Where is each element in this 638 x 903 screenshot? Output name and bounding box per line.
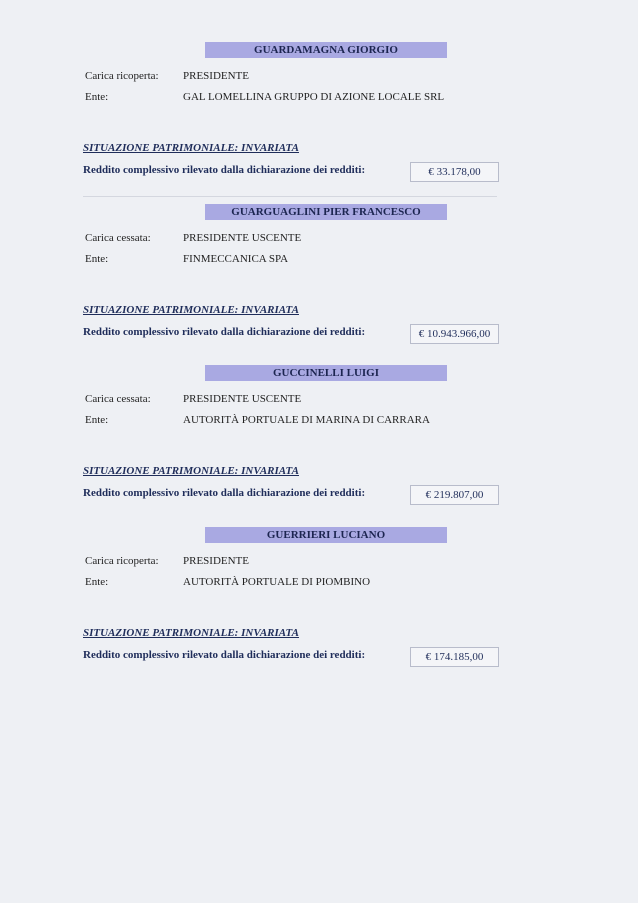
separator (83, 196, 497, 197)
income-value: € 33.178,00 (410, 162, 499, 182)
person-name: GUERRIERI LUCIANO (205, 527, 447, 544)
income-label: Reddito complessivo rilevato dalla dichi… (83, 487, 366, 500)
person-name: GUARGUAGLINI PIER FRANCESCO (205, 203, 447, 220)
field-value: AUTORITÀ PORTUALE DI MARINA DI CARRARA (183, 414, 430, 427)
field-label: Carica cessata: (85, 231, 151, 244)
field-label: Ente: (85, 252, 109, 265)
field-label: Carica ricoperta: (85, 555, 159, 568)
field-label: Carica cessata: (85, 393, 151, 406)
field-label: Ente: (85, 414, 109, 427)
income-label: Reddito complessivo rilevato dalla dichi… (83, 325, 366, 338)
income-label: Reddito complessivo rilevato dalla dichi… (83, 164, 366, 176)
income-value: € 219.807,00 (410, 485, 499, 506)
field-value: AUTORITÀ PORTUALE DI PIOMBINO (183, 576, 371, 589)
income-value: € 10.943.966,00 (410, 323, 499, 344)
income-label: Reddito complessivo rilevato dalla dichi… (83, 649, 366, 662)
field-label: Ente: (85, 576, 109, 589)
field-value: FINMECCANICA SPA (183, 252, 289, 265)
field-label: Ente: (85, 91, 109, 103)
field-value: GAL LOMELLINA GRUPPO DI AZIONE LOCALE SR… (183, 91, 445, 103)
person-name: GUCCINELLI LUIGI (205, 365, 447, 382)
status: SITUAZIONE PATRIMONIALE: INVARIATA (83, 627, 299, 640)
field-value: PRESIDENTE (183, 70, 249, 82)
field-value: PRESIDENTE USCENTE (183, 231, 302, 244)
field-value: PRESIDENTE (183, 555, 249, 568)
status: SITUAZIONE PATRIMONIALE: INVARIATA (83, 465, 299, 478)
field-label: Carica ricoperta: (85, 70, 159, 82)
status: SITUAZIONE PATRIMONIALE: INVARIATA (83, 142, 299, 154)
status: SITUAZIONE PATRIMONIALE: INVARIATA (83, 303, 299, 316)
income-value: € 174.185,00 (410, 647, 499, 668)
field-value: PRESIDENTE USCENTE (183, 393, 302, 406)
person-name: GUARDAMAGNA GIORGIO (205, 42, 447, 58)
